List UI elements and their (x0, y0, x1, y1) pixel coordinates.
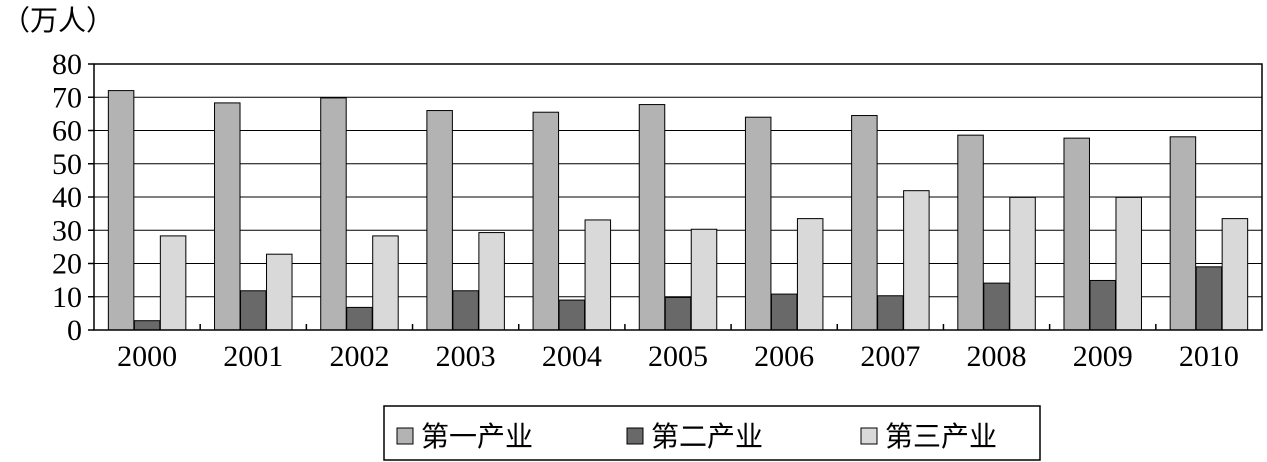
bar-1-2001 (214, 102, 241, 331)
y-tick-label: 30 (52, 214, 82, 247)
legend-label: 第一产业 (421, 420, 533, 453)
bar-2-2003 (452, 290, 479, 331)
x-tick-label: 2002 (329, 340, 389, 373)
y-tick-label: 0 (67, 314, 82, 347)
bar-2-2010 (1195, 266, 1223, 331)
x-tick-label: 2003 (436, 340, 496, 373)
bar-2-2002 (346, 306, 373, 331)
bar-2-2005 (664, 296, 692, 331)
bar-1-2004 (532, 111, 560, 331)
y-tick-label: 50 (52, 148, 82, 181)
bar-1-2003 (426, 110, 453, 331)
bar-2-2006 (770, 293, 798, 331)
y-tick-label: 70 (52, 81, 82, 114)
bar-2-2004 (558, 299, 586, 331)
bar-3-2000 (159, 235, 187, 331)
x-tick-label: 2009 (1073, 340, 1133, 373)
legend-label: 第三产业 (885, 420, 997, 453)
bar-2-2007 (877, 295, 904, 331)
bar-1-2002 (320, 97, 347, 331)
y-tick-label: 60 (52, 115, 82, 148)
x-tick-label: 2000 (117, 340, 177, 373)
x-axis-ticks: 2000 2001 2002 2003 2004 2005 2006 2007 2008 2009… (117, 324, 1239, 373)
x-tick-label: 2004 (542, 340, 602, 373)
bar-2-2001 (240, 290, 267, 331)
bars (107, 90, 1249, 331)
legend: 第一产业 第二产业 第三产业 (383, 405, 1041, 461)
x-tick-label: 2001 (223, 340, 283, 373)
bar-1-2010 (1169, 136, 1197, 331)
bar-3-2005 (690, 228, 718, 331)
y-tick-label: 20 (52, 248, 82, 281)
bar-1-2008 (957, 134, 984, 331)
bar-2-2008 (983, 282, 1010, 331)
bar-3-2003 (478, 232, 505, 331)
bar-3-2008 (1009, 196, 1036, 331)
legend-swatch (396, 427, 414, 445)
legend-label: 第二产业 (651, 420, 763, 453)
bar-1-2009 (1063, 137, 1090, 331)
legend-swatch (860, 427, 878, 445)
bar-3-2006 (796, 218, 824, 331)
bar-1-2000 (107, 90, 135, 331)
plot-area-frame (93, 63, 1263, 331)
legend-swatch (626, 427, 644, 445)
bar-1-2006 (744, 116, 772, 331)
bar-2-2009 (1089, 279, 1116, 331)
bar-3-2007 (903, 190, 930, 331)
bar-3-2001 (266, 253, 293, 331)
x-tick-label: 2008 (967, 340, 1027, 373)
y-axis-unit-label: （万人） (2, 4, 114, 37)
bar-3-2009 (1115, 196, 1142, 331)
y-tick-label: 10 (52, 281, 82, 314)
x-tick-label: 2006 (754, 340, 814, 373)
bar-3-2004 (584, 219, 612, 331)
x-tick-label: 2005 (648, 340, 708, 373)
bar-1-2005 (638, 104, 666, 331)
y-tick-label: 40 (52, 181, 82, 214)
bar-3-2002 (372, 235, 399, 331)
y-tick-label: 80 (52, 48, 82, 81)
legend-box (383, 405, 1041, 461)
x-tick-label: 2010 (1179, 340, 1239, 373)
x-tick-label: 2007 (860, 340, 920, 373)
bar-1-2007 (851, 115, 878, 331)
bar-2-2000 (133, 320, 161, 331)
bar-3-2010 (1221, 218, 1249, 331)
